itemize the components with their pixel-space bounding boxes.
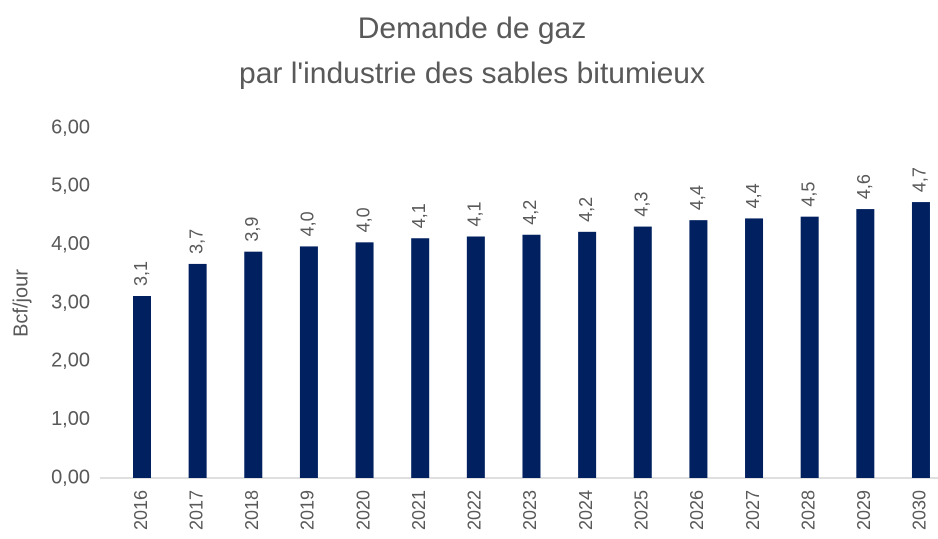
data-label: 4,0 <box>298 211 318 236</box>
x-tick-label: 2022 <box>465 490 485 530</box>
data-label: 3,1 <box>131 261 151 286</box>
x-tick-label: 2020 <box>353 490 373 530</box>
x-tick-label: 2018 <box>242 490 262 530</box>
data-label: 4,5 <box>798 182 818 207</box>
x-tick-label: 2021 <box>409 490 429 530</box>
data-label: 4,2 <box>520 200 540 225</box>
chart-title: Demande de gaz <box>358 12 587 45</box>
data-label: 3,7 <box>186 229 206 254</box>
x-tick-label: 2023 <box>520 490 540 530</box>
bar <box>578 231 597 478</box>
bar <box>411 238 430 478</box>
bar <box>355 242 374 478</box>
data-label: 4,6 <box>854 174 874 199</box>
data-label: 4,1 <box>465 201 485 226</box>
bar <box>911 202 930 479</box>
x-tick-label: 2026 <box>687 490 707 530</box>
x-tick-label: 2017 <box>186 490 206 530</box>
bar <box>689 220 708 478</box>
data-label: 4,2 <box>576 197 596 222</box>
x-tick-label: 2025 <box>632 490 652 530</box>
data-label: 4,0 <box>353 207 373 232</box>
data-label: 4,3 <box>632 192 652 217</box>
y-axis-label: Bcf/jour <box>10 269 32 337</box>
bar <box>244 251 263 478</box>
bar <box>188 263 207 478</box>
x-tick-label: 2019 <box>298 490 318 530</box>
data-label: 4,4 <box>743 183 763 208</box>
y-tick-label: 0,00 <box>51 466 90 488</box>
data-label: 3,9 <box>242 217 262 242</box>
x-tick-label: 2027 <box>743 490 763 530</box>
bar <box>466 236 485 478</box>
data-label: 4,1 <box>409 203 429 228</box>
chart-title: par l'industrie des sables bitumieux <box>239 57 705 90</box>
x-tick-label: 2030 <box>910 490 930 530</box>
x-tick-label: 2024 <box>576 490 596 530</box>
y-tick-label: 3,00 <box>51 291 90 313</box>
y-tick-label: 1,00 <box>51 408 90 430</box>
y-tick-label: 4,00 <box>51 233 90 255</box>
y-tick-label: 6,00 <box>51 116 90 138</box>
bar <box>633 226 652 478</box>
x-tick-label: 2028 <box>798 490 818 530</box>
x-tick-label: 2029 <box>854 490 874 530</box>
bar <box>299 246 318 478</box>
bar <box>856 209 875 479</box>
bar <box>800 216 819 478</box>
data-label: 4,4 <box>687 185 707 210</box>
bar <box>745 218 764 478</box>
bar <box>133 296 151 478</box>
x-tick-label: 2016 <box>131 490 151 530</box>
y-tick-label: 2,00 <box>51 350 90 372</box>
bar <box>522 234 541 478</box>
y-tick-label: 5,00 <box>51 175 90 197</box>
data-label: 4,7 <box>910 167 930 192</box>
